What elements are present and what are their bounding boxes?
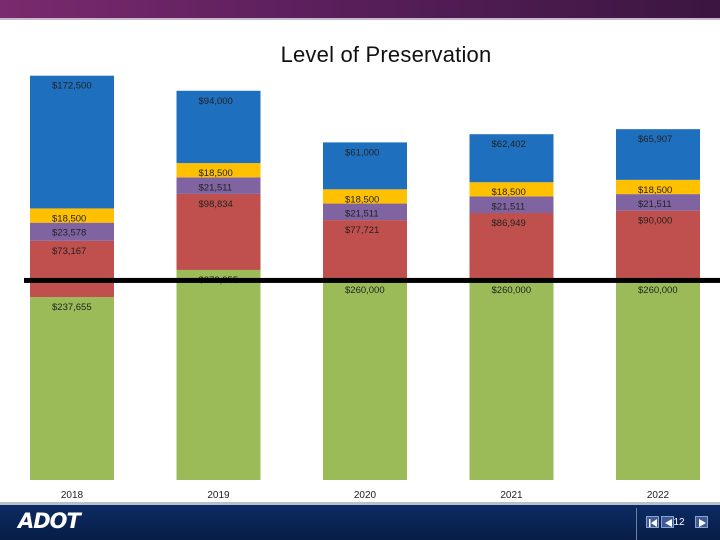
data-label-red-2021: $86,949	[492, 218, 526, 229]
previous-slide-button[interactable]	[661, 516, 674, 528]
bar-segment-yellow-2018	[30, 208, 114, 223]
skip-back-icon	[649, 519, 657, 527]
data-label-purple-2019: $21,511	[199, 182, 233, 193]
data-label-blue-2022: $65,907	[638, 134, 672, 145]
x-axis: 2018 2019 2020 2021 2022	[61, 490, 670, 501]
slide-title: Level of Preservation	[280, 42, 492, 67]
bar-segment-yellow-2019	[176, 163, 261, 178]
arrow-right-icon	[699, 519, 706, 527]
data-label-blue-2021: $62,402	[492, 139, 526, 150]
data-label-red-2022: $90,000	[638, 216, 672, 227]
data-label-blue-2019: $94,000	[199, 96, 233, 107]
data-label-yellow-2019: $18,500	[199, 168, 233, 179]
bar-segment-blue-2018	[30, 75, 114, 209]
bars-layer	[30, 75, 700, 480]
bar-segment-blue-2020	[323, 142, 407, 190]
data-label-green-2020: $260,000	[345, 285, 385, 296]
bar-segment-green-2022	[616, 279, 700, 480]
bar-segment-purple-2020	[323, 203, 407, 221]
bar-segment-purple-2021	[469, 196, 554, 214]
data-label-purple-2021: $21,511	[492, 201, 526, 212]
bar-segment-blue-2019	[176, 90, 261, 164]
bar-segment-red-2020	[323, 220, 407, 280]
nav-divider	[636, 508, 637, 540]
bar-segment-yellow-2022	[616, 179, 700, 195]
bar-segment-red-2018	[30, 240, 114, 298]
data-label-red-2019: $98,834	[199, 199, 233, 210]
bar-segment-green-2018	[30, 297, 114, 480]
data-label-yellow-2018: $18,500	[52, 213, 86, 224]
data-label-yellow-2022: $18,500	[638, 185, 672, 196]
data-label-red-2018: $73,167	[52, 246, 86, 257]
data-label-purple-2022: $21,511	[638, 199, 672, 210]
x-tick-label-2021: 2021	[500, 490, 523, 501]
bar-segment-yellow-2021	[469, 182, 554, 197]
bar-segment-red-2021	[469, 213, 554, 280]
bar-segment-red-2022	[616, 210, 700, 280]
data-label-yellow-2020: $18,500	[345, 194, 379, 205]
page-number: 12	[673, 517, 685, 528]
bar-segment-green-2019	[176, 269, 261, 480]
top-title-band	[0, 0, 720, 20]
data-label-green-2018: $237,655	[52, 302, 92, 313]
bar-segment-red-2019	[176, 193, 261, 270]
x-tick-label-2020: 2020	[354, 490, 377, 501]
footer-band: ADOT 12	[0, 502, 720, 540]
bar-segment-yellow-2020	[323, 189, 407, 204]
first-slide-button[interactable]	[646, 516, 659, 528]
adot-logo: ADOT	[18, 509, 81, 533]
bar-segment-purple-2019	[176, 177, 261, 194]
data-label-yellow-2021: $18,500	[492, 187, 526, 198]
bar-segment-blue-2022	[616, 129, 700, 180]
bar-segment-purple-2022	[616, 194, 700, 211]
data-label-green-2022: $260,000	[638, 285, 678, 296]
x-tick-label-2022: 2022	[647, 490, 670, 501]
threshold-line	[24, 277, 720, 283]
data-label-purple-2018: $23,578	[52, 228, 86, 239]
labels-layer: $237,655$73,167$23,578$18,500$172,500$27…	[24, 81, 720, 313]
data-label-red-2020: $77,721	[345, 225, 379, 236]
data-label-blue-2018: $172,500	[52, 81, 92, 92]
bar-segment-blue-2021	[469, 134, 554, 183]
data-label-purple-2020: $21,511	[345, 209, 379, 220]
data-label-green-2021: $260,000	[492, 285, 532, 296]
data-label-blue-2020: $61,000	[345, 147, 379, 158]
next-slide-button[interactable]	[695, 516, 708, 528]
x-tick-label-2018: 2018	[61, 490, 84, 501]
arrow-left-icon	[665, 519, 672, 527]
bar-segment-purple-2018	[30, 222, 114, 241]
bar-segment-green-2021	[469, 279, 554, 480]
bar-segment-green-2020	[323, 279, 407, 480]
x-tick-label-2019: 2019	[207, 490, 230, 501]
